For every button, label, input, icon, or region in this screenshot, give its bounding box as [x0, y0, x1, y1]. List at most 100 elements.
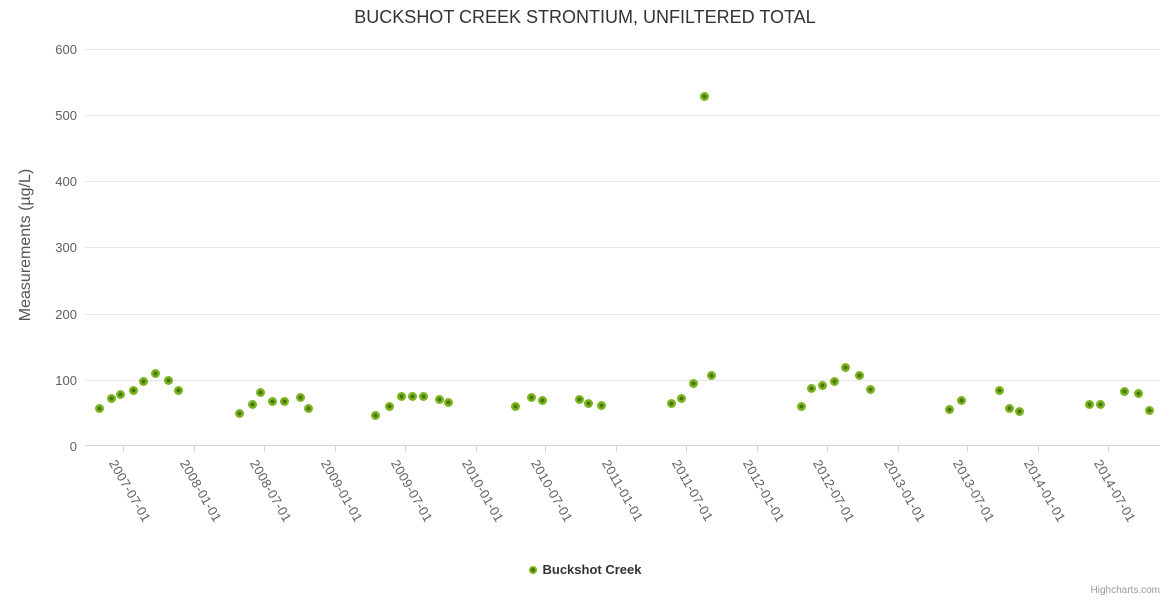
data-point[interactable] [854, 371, 864, 381]
x-tick-label: 2010-07-01 [528, 457, 577, 525]
y-tick-label: 400 [55, 174, 77, 189]
data-point[interactable] [295, 393, 305, 403]
data-point[interactable] [1145, 406, 1155, 416]
data-point[interactable] [407, 392, 417, 402]
x-tick-mark [476, 446, 477, 452]
data-point[interactable] [164, 375, 174, 385]
y-gridline [85, 247, 1160, 248]
data-point[interactable] [945, 405, 955, 415]
data-point[interactable] [1096, 399, 1106, 409]
data-point[interactable] [1004, 404, 1014, 414]
data-point[interactable] [840, 363, 850, 373]
x-tick-mark [545, 446, 546, 452]
data-point[interactable] [596, 401, 606, 411]
legend-item-buckshot-creek[interactable]: Buckshot Creek [0, 562, 1170, 577]
x-axis-line [85, 445, 1160, 446]
data-point[interactable] [139, 377, 149, 387]
x-tick-label: 2014-07-01 [1091, 457, 1139, 525]
y-gridline [85, 380, 1160, 381]
x-tick-mark [194, 446, 195, 452]
data-point[interactable] [115, 389, 125, 399]
x-tick-mark [1108, 446, 1109, 452]
y-gridline [85, 314, 1160, 315]
data-point[interactable] [151, 368, 161, 378]
x-tick-label: 2014-01-01 [1021, 457, 1070, 525]
data-point[interactable] [256, 387, 266, 397]
data-point[interactable] [806, 383, 816, 393]
y-tick-label: 500 [55, 107, 77, 123]
x-tick-label: 2012-01-01 [739, 457, 788, 525]
x-tick-mark [616, 446, 617, 452]
data-point[interactable] [128, 385, 138, 395]
x-tick-mark [1038, 446, 1039, 452]
data-point[interactable] [268, 397, 278, 407]
data-point[interactable] [107, 393, 117, 403]
data-point[interactable] [575, 395, 585, 405]
data-point[interactable] [174, 385, 184, 395]
x-tick-label: 2009-07-01 [387, 457, 436, 525]
data-point[interactable] [583, 399, 593, 409]
legend-marker-icon [528, 565, 537, 574]
data-point[interactable] [796, 401, 806, 411]
x-tick-label: 2011-07-01 [668, 457, 717, 524]
data-point[interactable] [248, 400, 258, 410]
y-tick-label: 100 [55, 372, 77, 388]
x-tick-mark [827, 446, 828, 452]
data-point[interactable] [397, 392, 407, 402]
data-point[interactable] [1120, 386, 1130, 396]
data-point[interactable] [434, 395, 444, 405]
data-point[interactable] [538, 395, 548, 405]
data-point[interactable] [526, 393, 536, 403]
data-point[interactable] [667, 399, 677, 409]
x-tick-mark [967, 446, 968, 452]
data-point[interactable] [700, 92, 710, 102]
legend-label: Buckshot Creek [542, 562, 642, 577]
x-tick-label: 2012-07-01 [809, 457, 858, 525]
data-point[interactable] [444, 398, 454, 408]
data-point[interactable] [1085, 400, 1094, 410]
x-tick-label: 2013-07-01 [950, 457, 999, 525]
x-tick-mark [898, 446, 899, 452]
data-point[interactable] [1015, 407, 1025, 417]
x-tick-label: 2010-01-01 [458, 457, 507, 525]
highcharts-credit-link[interactable]: Highcharts.com [1090, 585, 1160, 596]
x-tick-label: 2013-01-01 [880, 457, 929, 525]
data-point[interactable] [511, 402, 521, 412]
data-point[interactable] [688, 378, 698, 388]
y-gridline [85, 49, 1160, 50]
data-point[interactable] [865, 385, 875, 395]
data-point[interactable] [95, 404, 105, 414]
data-point[interactable] [706, 370, 716, 380]
chart-title: BUCKSHOT CREEK STRONTIUM, UNFILTERED TOT… [354, 7, 816, 27]
y-tick-label: 600 [55, 41, 77, 57]
y-tick-label: 200 [55, 306, 77, 322]
data-point[interactable] [1133, 388, 1143, 398]
x-tick-label: 2008-01-01 [177, 457, 225, 525]
y-gridline [85, 115, 1160, 116]
x-tick-mark [264, 446, 265, 452]
x-tick-label: 2009-01-01 [317, 457, 366, 525]
data-point[interactable] [818, 381, 828, 391]
y-tick-label: 300 [55, 240, 77, 256]
y-tick-label: 0 [69, 439, 77, 454]
data-point[interactable] [370, 411, 380, 421]
data-point[interactable] [419, 392, 429, 402]
x-tick-mark [757, 446, 758, 452]
data-point[interactable] [304, 403, 314, 413]
y-gridline [85, 181, 1160, 182]
data-point[interactable] [677, 394, 687, 404]
data-point[interactable] [994, 385, 1004, 395]
x-tick-mark [686, 446, 687, 452]
x-tick-mark [335, 446, 336, 452]
x-tick-mark [405, 446, 406, 452]
data-point[interactable] [384, 402, 394, 412]
x-tick-label: 2007-07-01 [106, 457, 154, 525]
data-point[interactable] [830, 376, 840, 386]
data-point[interactable] [235, 409, 245, 419]
x-tick-mark [123, 446, 124, 452]
x-tick-label: 2011-01-01 [599, 457, 647, 524]
x-tick-label: 2008-07-01 [247, 457, 295, 525]
data-point[interactable] [279, 397, 289, 407]
data-point[interactable] [956, 395, 966, 405]
